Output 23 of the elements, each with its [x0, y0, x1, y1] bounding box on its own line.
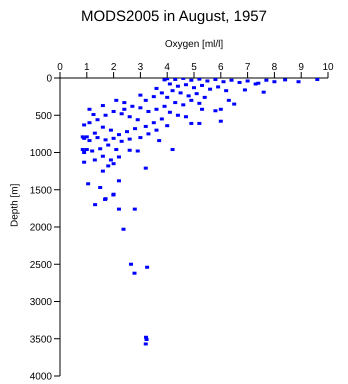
x-tick-label: 5: [191, 62, 198, 73]
y-tick-label: 0: [46, 74, 52, 85]
y-tick-label: 4000: [30, 372, 52, 383]
x-tick-label: 8: [272, 62, 278, 73]
x-tick-label: 6: [218, 62, 224, 73]
y-tick-label: 2500: [30, 260, 52, 271]
y-tick-label: 1000: [30, 148, 52, 160]
x-tick-label: 0: [57, 62, 64, 73]
y-tick-label: 3000: [30, 297, 52, 308]
x-tick-label: 10: [322, 62, 334, 73]
x-tick-label: 2: [110, 62, 117, 73]
x-tick-label: 1: [84, 62, 90, 73]
chart-title: MODS2005 in August, 1957: [80, 8, 268, 27]
y-axis-title: Depth [m]: [10, 183, 21, 227]
x-tick-label: 9: [298, 62, 304, 73]
x-tick-label: 4: [164, 62, 170, 73]
x-tick-label: 7: [244, 62, 251, 73]
y-tick-label: 1500: [30, 185, 52, 196]
x-tick-label: 3: [138, 62, 144, 73]
y-tick-label: 3500: [30, 334, 52, 346]
y-tick-label: 2000: [30, 222, 52, 234]
y-tick-label: 500: [35, 110, 52, 122]
x-axis-title: Oxygen [ml/l]: [164, 39, 224, 50]
